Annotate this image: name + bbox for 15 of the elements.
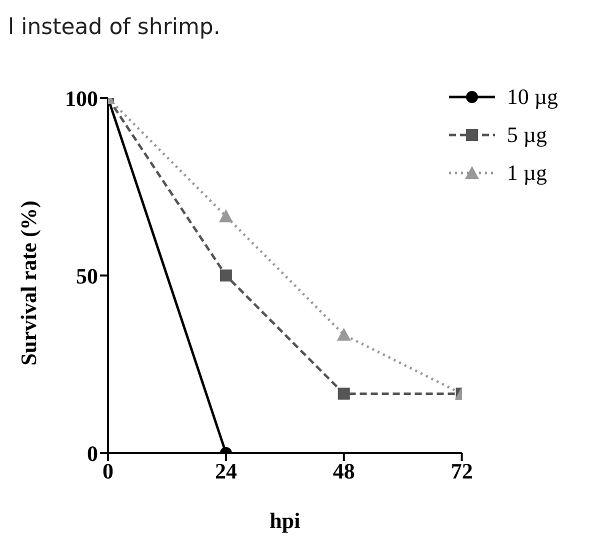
x-tick-label: 48 bbox=[332, 458, 355, 484]
y-tick-label: 50 bbox=[76, 263, 98, 288]
x-tick-label: 72 bbox=[450, 458, 473, 484]
point bbox=[220, 270, 232, 282]
x-axis-title: hpi bbox=[270, 508, 300, 533]
y-tick-label: 0 bbox=[87, 440, 98, 466]
x-tick-label: 24 bbox=[214, 458, 237, 484]
legend-label: 10 µg bbox=[506, 84, 558, 110]
legend-label: 1 µg bbox=[506, 160, 547, 186]
text: l instead of shrimp. bbox=[8, 14, 222, 42]
y-axis-title: Survival rate (%) bbox=[16, 200, 41, 366]
legend-label: 5 µg bbox=[506, 122, 547, 148]
x-tick-label: 0 bbox=[102, 458, 114, 484]
point bbox=[338, 388, 350, 400]
y-tick-label: 100 bbox=[65, 86, 98, 111]
